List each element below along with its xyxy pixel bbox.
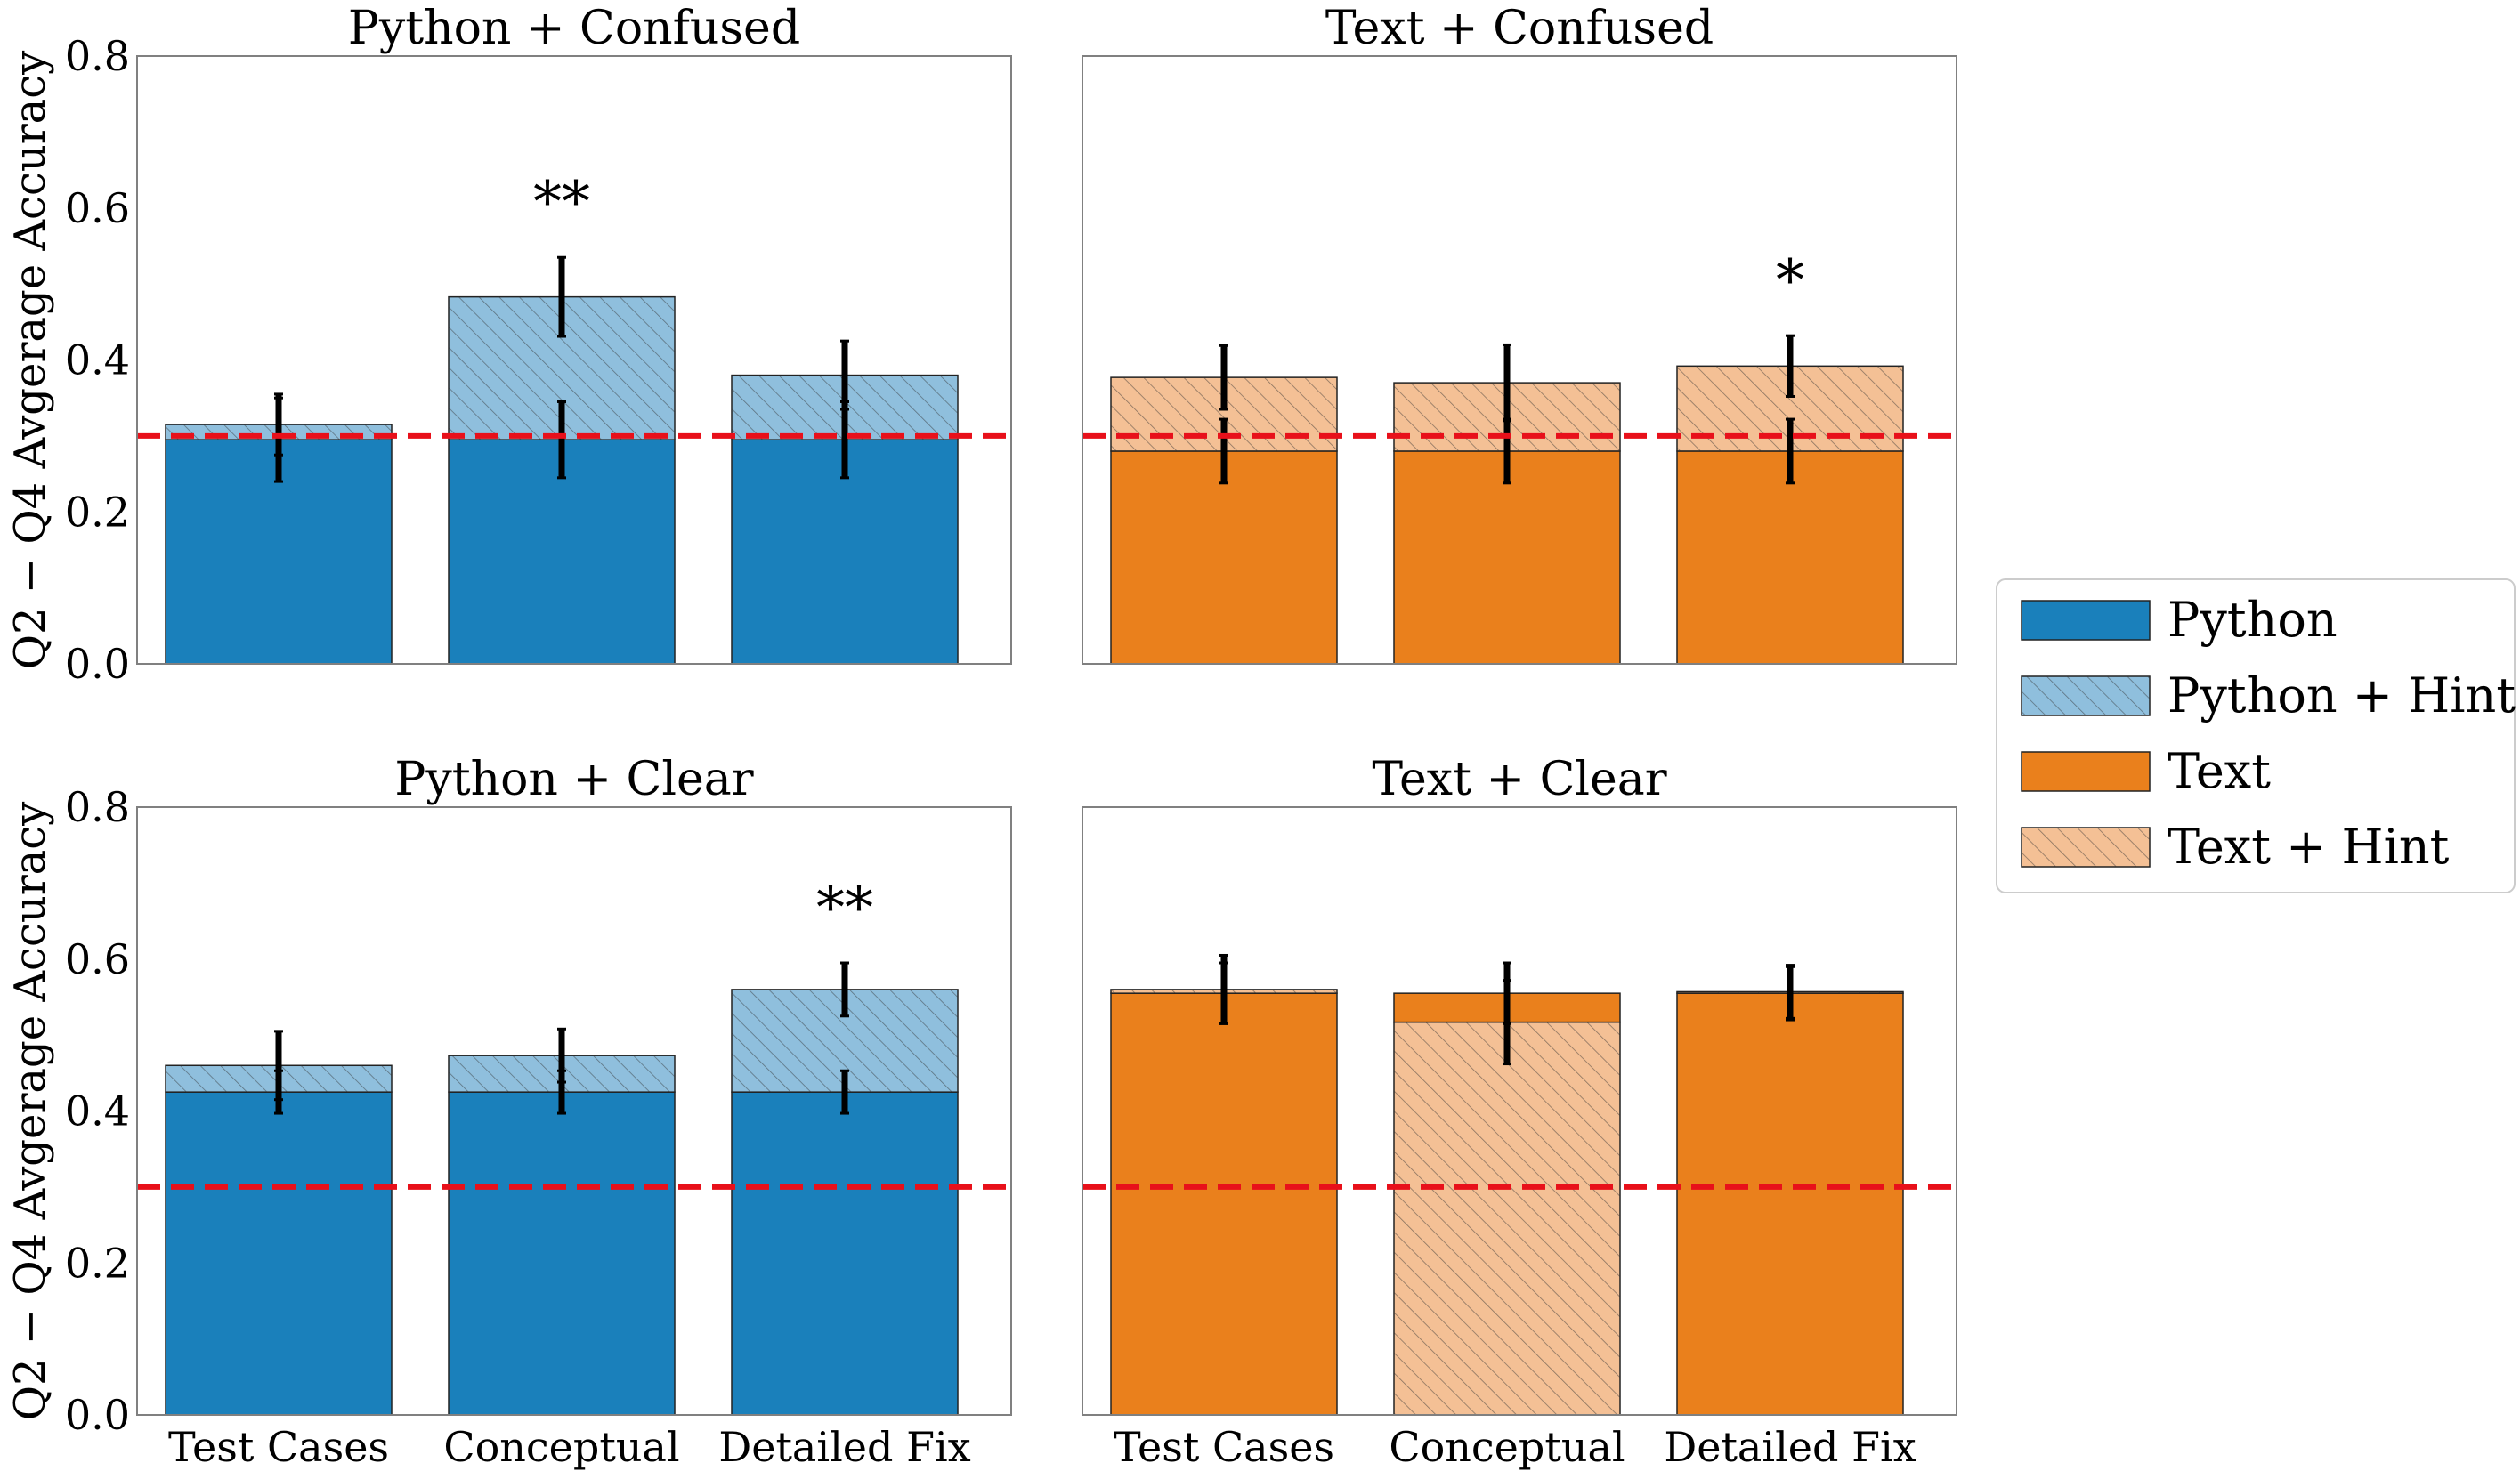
legend-label: Text + Hint — [2168, 819, 2450, 875]
chart-panels: Python + Confused**0.00.20.40.60.8Q2 − Q… — [5, 2, 1957, 1471]
significance-marker: ** — [816, 876, 873, 942]
axes-frame — [136, 806, 1012, 1416]
bar-text — [1110, 450, 1338, 665]
panel-4: Text + Clear Test Cases Conceptual Detailed… — [1082, 753, 1957, 1471]
x-tick-label: Conceptual — [443, 1423, 679, 1471]
legend-swatch — [2021, 751, 2151, 792]
y-tick-label: 0.0 — [65, 1391, 130, 1439]
bar-python — [731, 1091, 959, 1416]
panel-2: Text + Confused * — [1082, 2, 1957, 665]
x-tick-label: Test Cases — [1114, 1423, 1334, 1471]
y-tick-label: 0.0 — [65, 640, 130, 688]
panel-title: Python + Clear — [394, 753, 753, 806]
y-tick-label: 0.4 — [65, 336, 130, 384]
legend-frame — [1996, 578, 2516, 893]
x-tick-label: Detailed Fix — [718, 1423, 970, 1471]
x-tick-label: Test Cases — [168, 1423, 389, 1471]
significance-marker: * — [1776, 248, 1804, 314]
panel-title: Text + Confused — [1325, 2, 1714, 55]
bar-text — [1393, 450, 1621, 665]
bar-python — [165, 1091, 393, 1416]
y-tick-label: 0.6 — [65, 184, 130, 232]
bar-hint-hatch — [1394, 1022, 1620, 1415]
bar-python — [448, 1091, 676, 1416]
x-tick-label: Detailed Fix — [1664, 1423, 1916, 1471]
y-tick-label: 0.2 — [65, 488, 130, 536]
panel-1: Python + Confused ** 0.0 0.2 0.4 0.6 0.8Q2 − Q… — [5, 2, 1012, 688]
y-tick-label: 0.6 — [65, 935, 130, 983]
x-tick-label: Conceptual — [1389, 1423, 1625, 1471]
y-tick-label: 0.4 — [65, 1087, 130, 1136]
legend-label: Text — [2168, 743, 2271, 799]
bar-text — [1676, 450, 1904, 665]
axes-frame — [1082, 806, 1957, 1416]
axes-frame — [1082, 55, 1957, 665]
legend-swatch-hatch — [2022, 828, 2150, 867]
bar-text — [1676, 992, 1904, 1416]
axes-frame — [136, 55, 1012, 665]
legend-label: Python — [2168, 592, 2338, 648]
legend: Python Python + Hint Text Text + Hint — [1996, 578, 2516, 893]
legend-label: Python + Hint — [2168, 667, 2516, 723]
y-axis-label: Q2 − Q4 Avgerage Accuracy — [5, 802, 55, 1421]
bar-text — [1110, 992, 1338, 1416]
y-tick-label: 0.2 — [65, 1239, 130, 1287]
legend-swatch — [2021, 600, 2151, 641]
significance-marker: ** — [533, 170, 590, 236]
y-tick-label: 0.8 — [65, 783, 130, 831]
panel-title: Python + Confused — [348, 2, 800, 55]
y-tick-label: 0.8 — [65, 32, 130, 80]
legend-swatch-hatch — [2022, 676, 2150, 715]
panel-title: Text + Clear — [1372, 753, 1666, 806]
panel-3: Python + Clear Test Cases Conceptual ** Deta… — [5, 753, 1012, 1471]
y-axis-label: Q2 − Q4 Avgerage Accuracy — [5, 51, 55, 670]
